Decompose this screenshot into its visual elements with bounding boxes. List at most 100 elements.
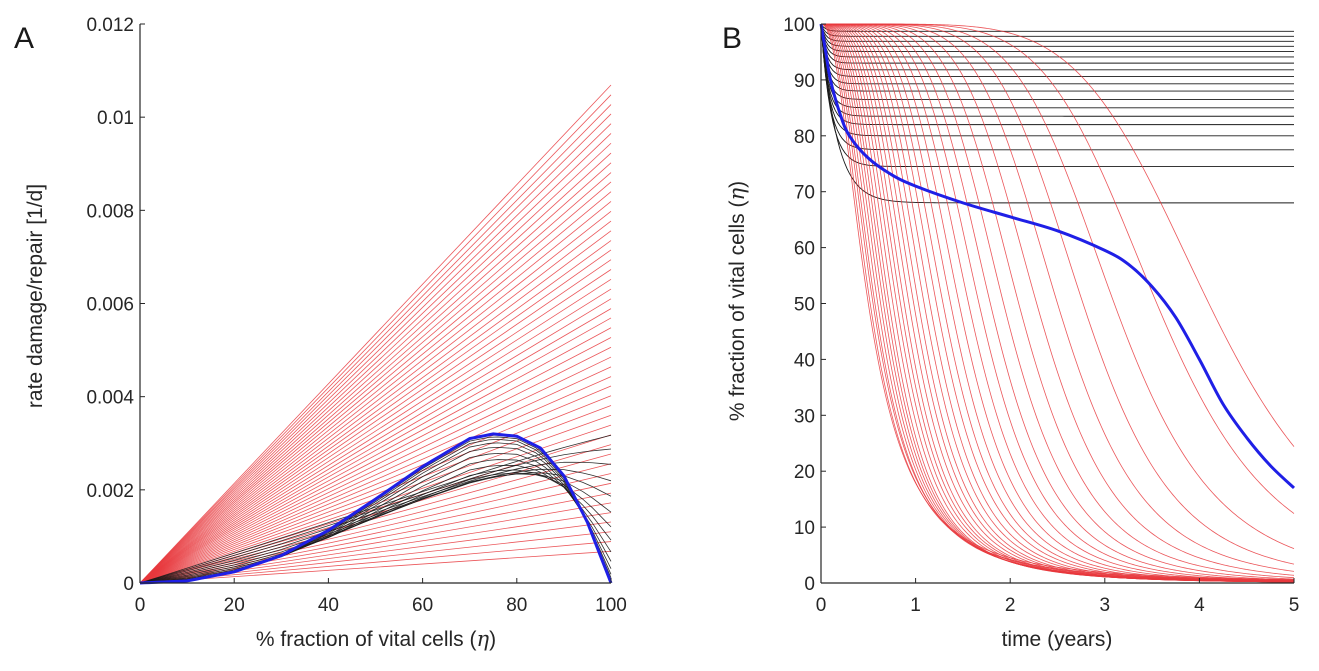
stable-trajectory (820, 23, 1294, 85)
panel-a-y-tick-label: 0.002 (86, 481, 134, 502)
panel-a-x-tick-label: 100 (595, 595, 627, 616)
damage-rate-line (139, 337, 612, 584)
stable-trajectory (820, 23, 1294, 126)
damage-rate-line (139, 230, 612, 584)
stable-trajectory (820, 23, 1294, 109)
panel-b-y-tick-label: 0 (804, 574, 815, 595)
collapsing-trajectory (821, 23, 1295, 572)
stable-trajectory (820, 23, 1294, 167)
panel-b-y-tick-label: 90 (794, 71, 815, 92)
damage-rate-line (139, 356, 612, 584)
panel-b-y-tick-label: 30 (794, 406, 815, 427)
panel-b-y-label-symbol: η (725, 188, 749, 201)
damage-rate-line (139, 152, 612, 584)
panel-b-x-tick-label: 2 (1005, 595, 1016, 616)
damage-rate-line (139, 104, 612, 584)
panel-a-blue-line (139, 432, 613, 585)
damage-rate-line (139, 181, 612, 584)
panel-b-red-lines (820, 23, 1295, 583)
collapsing-trajectory (821, 23, 1295, 581)
panel-b-y-tick-label: 60 (794, 239, 815, 260)
damage-rate-line (139, 123, 612, 584)
stable-trajectory (820, 23, 1294, 117)
panel-a-x-label-prefix: % fraction of vital cells ( (256, 628, 477, 651)
stable-trajectory (820, 23, 1294, 137)
damage-rate-line (139, 269, 612, 584)
panel-a-x-tick-label: 40 (318, 595, 339, 616)
panel-a-x-label: % fraction of vital cells (η) (256, 627, 496, 651)
repair-rate-line (139, 468, 612, 584)
panel-b-blue-line (819, 23, 1296, 490)
panel-b-y-ticks: 0 10 20 30 40 50 60 70 80 90 100 (783, 15, 826, 595)
damage-rate-line (139, 288, 612, 584)
repair-rate-line (139, 469, 612, 584)
collapsing-trajectory (821, 23, 1295, 583)
damage-rate-line (139, 385, 612, 584)
damage-rate-line (139, 376, 612, 584)
damage-rate-line (139, 298, 612, 584)
repair-rate-line (139, 465, 612, 584)
panel-b-y-label-prefix: % fraction of vital cells ( (726, 201, 749, 422)
panel-a-letter: A (14, 22, 34, 55)
damage-rate-line (139, 405, 612, 584)
damage-rate-line (139, 162, 612, 584)
damage-rate-line (139, 492, 612, 584)
critical-repair-curve (139, 432, 613, 585)
stable-trajectory (820, 23, 1294, 47)
panel-a-x-tick-label: 0 (135, 595, 146, 616)
collapsing-trajectory (821, 23, 1295, 579)
panel-b-x-tick-label: 1 (910, 595, 921, 616)
panel-b-y-label-suffix: ) (726, 181, 749, 188)
damage-rate-line (139, 133, 612, 584)
damage-rate-line (139, 94, 612, 584)
damage-rate-line (139, 172, 612, 584)
collapsing-trajectory (821, 23, 1295, 447)
damage-rate-line (139, 113, 612, 584)
panel-a: A 0 20 40 60 80 100 0 0.002 0.004 0.006 0.008 0.01… (14, 15, 627, 651)
panel-b-y-label: % fraction of vital cells (η) (725, 181, 749, 421)
damage-rate-line (139, 142, 612, 584)
panel-b-letter: B (722, 22, 742, 55)
damage-rate-line (139, 366, 612, 584)
repair-rate-line (139, 472, 612, 584)
damage-rate-line (139, 201, 612, 584)
panel-b-y-tick-label: 70 (794, 183, 815, 204)
collapsing-trajectory (821, 23, 1295, 581)
panel-a-x-tick-label: 20 (224, 595, 245, 616)
panel-a-y-label: rate damage/repair [1/d] (24, 184, 47, 408)
repair-rate-line (139, 461, 612, 584)
panel-a-y-ticks: 0 0.002 0.004 0.006 0.008 0.01 0.012 (86, 15, 145, 595)
damage-rate-line (139, 240, 612, 584)
damage-rate-line (139, 346, 612, 584)
panel-a-x-label-symbol: η (476, 627, 489, 651)
collapsing-trajectory (821, 23, 1295, 576)
damage-rate-line (139, 249, 612, 584)
damage-rate-line (139, 191, 612, 584)
damage-rate-line (139, 463, 612, 584)
panel-b-x-tick-label: 4 (1194, 595, 1205, 616)
panel-a-y-tick-label: 0.01 (97, 108, 134, 129)
stable-trajectory (820, 23, 1294, 100)
damage-rate-line (139, 278, 612, 584)
stable-trajectory (820, 23, 1294, 37)
panel-b-x-tick-label: 0 (816, 595, 827, 616)
panel-a-y-tick-label: 0.008 (86, 201, 134, 222)
collapsing-trajectory (821, 23, 1295, 582)
panel-b-x-tick-label: 3 (1100, 595, 1111, 616)
panel-a-x-tick-label: 60 (412, 595, 433, 616)
panel-b-y-tick-label: 20 (794, 462, 815, 483)
panel-b: B 0 1 2 3 4 5 0 10 20 30 40 50 60 70 80 90 100 time (ye… (722, 15, 1299, 651)
damage-rate-line (139, 210, 612, 584)
stable-trajectory (820, 23, 1294, 204)
stable-trajectory (820, 23, 1294, 64)
panel-b-y-tick-label: 100 (783, 15, 815, 36)
panel-a-red-lines (139, 84, 612, 584)
panel-a-y-tick-label: 0 (123, 574, 134, 595)
critical-trajectory (819, 23, 1296, 490)
panel-a-y-tick-label: 0.006 (86, 295, 134, 316)
panel-b-y-tick-label: 10 (794, 518, 815, 539)
damage-rate-line (139, 550, 612, 584)
collapsing-trajectory (821, 23, 1295, 565)
panel-a-x-label-suffix: ) (489, 628, 496, 651)
